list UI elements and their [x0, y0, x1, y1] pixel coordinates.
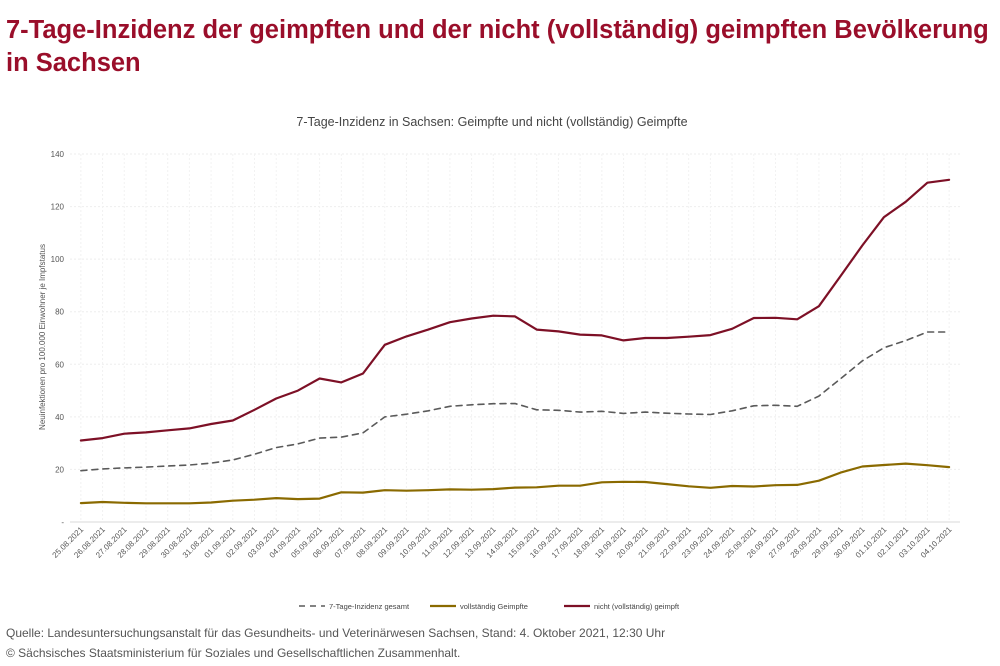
y-tick-label: - — [61, 518, 64, 527]
source-note: Quelle: Landesuntersuchungsanstalt für d… — [6, 626, 666, 640]
y-tick-label: 40 — [55, 413, 64, 422]
legend-label-3: nicht (vollständig) geimpft — [594, 602, 680, 611]
y-axis: - 20 40 60 80 100 120 140 — [51, 150, 65, 527]
gridlines — [70, 153, 960, 523]
y-tick-label: 60 — [55, 360, 64, 369]
y-tick-label: 120 — [51, 203, 65, 212]
y-tick-label: 100 — [51, 255, 65, 264]
incidence-line-chart: 7-Tage-Inzidenz in Sachsen: Geimpfte und… — [38, 115, 960, 611]
x-axis: 25.08.202126.08.202127.08.202128.08.2021… — [51, 525, 954, 560]
page-title: 7-Tage-Inzidenz der geimpften und der ni… — [6, 16, 989, 77]
y-tick-label: 140 — [51, 150, 65, 159]
y-axis-label: Neuinfektionen pro 100.000 Einwohner je … — [38, 244, 47, 430]
y-tick-label: 80 — [55, 308, 64, 317]
series-line-1 — [80, 331, 950, 472]
series-lines — [79, 178, 951, 505]
copyright-note: © Sächsisches Staatsministerium für Sozi… — [6, 646, 461, 660]
legend-label-2: vollständig Geimpfte — [460, 602, 528, 611]
series-line-2 — [79, 462, 951, 505]
legend-label-1: 7-Tage-Inzidenz gesamt — [329, 602, 410, 611]
y-tick-label: 20 — [55, 465, 64, 474]
series-line-3 — [79, 178, 951, 442]
legend: 7-Tage-Inzidenz gesamt vollständig Geimpf… — [299, 602, 680, 611]
chart-title: 7-Tage-Inzidenz in Sachsen: Geimpfte und… — [296, 115, 687, 129]
